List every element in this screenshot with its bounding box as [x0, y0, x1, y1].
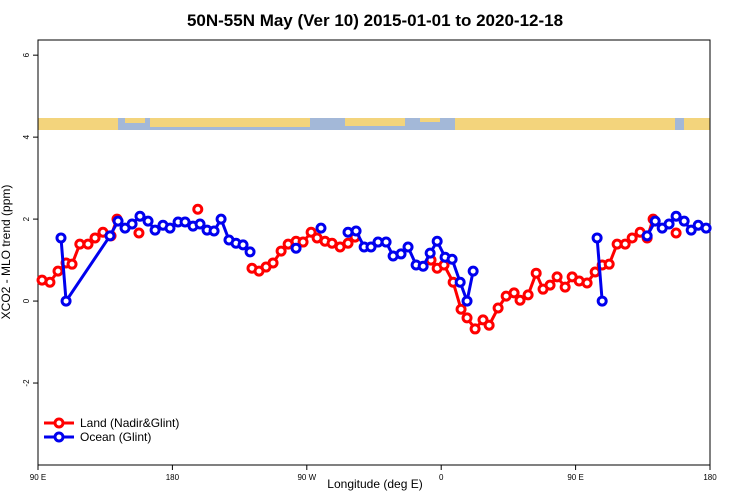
data-point	[194, 218, 206, 230]
data-point	[365, 241, 377, 253]
data-point	[417, 260, 429, 272]
data-point	[104, 230, 116, 242]
data-point	[670, 210, 682, 222]
map-strip	[38, 118, 710, 130]
data-point	[455, 303, 467, 315]
data-point	[522, 289, 534, 301]
data-point	[589, 266, 601, 278]
data-point	[596, 295, 608, 307]
x-tick-label: 180	[703, 473, 717, 482]
data-point	[467, 265, 479, 277]
data-point	[66, 258, 78, 270]
data-point	[461, 312, 473, 324]
data-point	[492, 302, 504, 314]
data-point	[44, 276, 56, 288]
y-tick-label: 6	[22, 52, 31, 57]
x-tick-label: 90 E	[567, 473, 583, 482]
data-point	[551, 271, 563, 283]
data-point	[461, 295, 473, 307]
legend-label: Land (Nadir&Glint)	[80, 416, 179, 430]
y-tick-label: 0	[22, 298, 31, 303]
data-point	[670, 227, 682, 239]
data-point	[142, 215, 154, 227]
data-point	[192, 203, 204, 215]
data-point	[215, 213, 227, 225]
data-point	[133, 227, 145, 239]
data-point	[619, 238, 631, 250]
data-point	[626, 232, 638, 244]
data-point	[179, 216, 191, 228]
data-point	[342, 237, 354, 249]
legend-swatch	[53, 417, 65, 429]
x-tick-label: 0	[439, 473, 444, 482]
legend-label: Ocean (Glint)	[80, 430, 151, 444]
data-point	[297, 236, 309, 248]
data-point	[208, 225, 220, 237]
data-point	[380, 236, 392, 248]
data-point	[424, 247, 436, 259]
data-point	[469, 323, 481, 335]
data-point	[82, 238, 94, 250]
data-point	[641, 230, 653, 242]
x-tick-label: 180	[166, 473, 180, 482]
data-point	[603, 258, 615, 270]
data-point	[483, 319, 495, 331]
plot-frame	[37, 39, 711, 466]
y-axis-label: XCO2 - MLO trend (ppm)	[0, 185, 13, 320]
data-point	[431, 235, 443, 247]
data-point	[559, 281, 571, 293]
data-point	[581, 277, 593, 289]
data-point	[700, 222, 712, 234]
legend-swatch	[53, 431, 65, 443]
data-point	[275, 245, 287, 257]
data-point	[290, 242, 302, 254]
data-point	[530, 267, 542, 279]
data-point	[89, 232, 101, 244]
chart-title: 50N-55N May (Ver 10) 2015-01-01 to 2020-…	[187, 11, 563, 30]
data-point	[55, 232, 67, 244]
y-tick-label: 4	[22, 134, 31, 139]
data-point	[591, 232, 603, 244]
data-point	[678, 215, 690, 227]
x-tick-label: 90 E	[30, 473, 46, 482]
data-point	[454, 276, 466, 288]
data-point	[508, 287, 520, 299]
x-axis-label: Longitude (deg E)	[327, 477, 422, 491]
data-point	[267, 257, 279, 269]
data-point	[134, 210, 146, 222]
y-tick-label: -2	[22, 379, 31, 387]
data-point	[126, 218, 138, 230]
data-point	[402, 241, 414, 253]
data-point	[544, 279, 556, 291]
data-point	[663, 218, 675, 230]
data-point	[395, 248, 407, 260]
y-tick-label: 2	[22, 216, 31, 221]
data-point	[112, 215, 124, 227]
data-point	[164, 222, 176, 234]
data-point	[350, 225, 362, 237]
data-point	[685, 224, 697, 236]
data-point	[52, 265, 64, 277]
data-point	[315, 222, 327, 234]
data-point	[244, 246, 256, 258]
data-point	[60, 295, 72, 307]
data-point	[149, 224, 161, 236]
x-tick-label: 90 W	[297, 473, 316, 482]
data-point	[237, 239, 249, 251]
data-point	[514, 294, 526, 306]
data-point	[649, 215, 661, 227]
data-point	[446, 253, 458, 265]
